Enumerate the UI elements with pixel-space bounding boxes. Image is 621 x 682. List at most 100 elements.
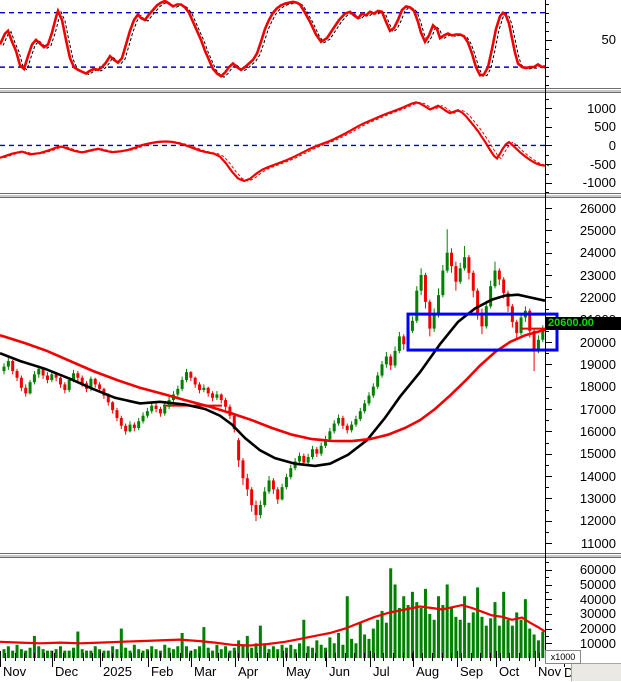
volume-bar	[428, 613, 432, 658]
candle-body	[371, 386, 375, 396]
volume-bar	[89, 650, 93, 658]
volume-bar	[393, 584, 397, 658]
candle-body	[423, 275, 427, 302]
volume-bar	[254, 643, 258, 658]
panel-splitter-2[interactable]	[0, 193, 621, 198]
candle-body	[228, 406, 232, 416]
candle-body	[389, 356, 393, 366]
candle-body	[271, 480, 275, 490]
candle-body	[111, 402, 115, 411]
candle-body	[328, 431, 332, 440]
candle-body	[184, 372, 188, 380]
candle-body	[415, 290, 419, 321]
volume-bar	[237, 640, 241, 658]
volume-bar	[176, 646, 180, 658]
candle-body	[397, 336, 401, 351]
candle-body	[145, 411, 149, 416]
candle-body	[58, 377, 62, 385]
candle-body	[132, 424, 136, 428]
volume-bar	[480, 616, 484, 658]
volume-bar	[367, 638, 371, 658]
candle-body	[467, 257, 471, 273]
volume-bar	[467, 622, 471, 658]
volume-bar	[493, 602, 497, 658]
candle-body	[332, 423, 336, 432]
candle-body	[32, 374, 36, 383]
candle-body	[237, 440, 241, 461]
volume-bar	[137, 649, 141, 658]
candle-body	[198, 384, 202, 391]
volume-ma-red	[0, 603, 546, 647]
month-label: Feb	[151, 664, 174, 679]
candle-body	[532, 330, 536, 351]
volume-bar	[315, 640, 319, 658]
panel-splitter-1[interactable]	[0, 88, 621, 93]
candle-body	[519, 317, 523, 334]
volume-bar	[128, 650, 132, 658]
volume-bar	[41, 649, 45, 658]
volume-bar	[258, 625, 262, 658]
volume-bar	[376, 619, 380, 658]
volume-bar	[432, 619, 436, 658]
candle-body	[302, 455, 306, 463]
candle-body	[358, 411, 362, 420]
volume-bar	[141, 650, 145, 658]
volume-bar	[15, 644, 19, 658]
candle-body	[106, 395, 110, 403]
candle-body	[354, 419, 358, 425]
volume-bar	[167, 647, 171, 658]
candle-body	[89, 378, 93, 389]
candle-body	[80, 377, 84, 384]
candle-body	[6, 360, 10, 367]
candle-body	[437, 295, 440, 316]
candle-body	[11, 360, 15, 372]
volume-bar	[24, 650, 28, 658]
month-label: Nov	[538, 664, 562, 679]
candle-body	[163, 406, 167, 414]
volume-bar	[67, 650, 71, 658]
volume-panel[interactable]	[0, 558, 621, 658]
last-price-tag: 20600.00	[546, 317, 621, 330]
volume-bar	[458, 619, 462, 658]
panel-splitter-3[interactable]	[0, 553, 621, 558]
candle-body	[402, 336, 406, 345]
volume-bar	[6, 646, 10, 658]
volume-bar	[371, 628, 375, 658]
month-label: Oct	[499, 664, 520, 679]
candle-body	[93, 378, 97, 385]
candle-body	[506, 292, 510, 307]
volume-bar	[406, 605, 410, 658]
candle-body	[263, 491, 267, 505]
volume-bar	[228, 650, 232, 658]
candle-body	[245, 478, 249, 490]
volume-bar	[350, 638, 354, 658]
month-label: 2025	[103, 664, 132, 679]
volume-bar	[189, 650, 193, 658]
candle-body	[2, 366, 6, 372]
volume-bar	[2, 649, 6, 658]
volume-bar	[198, 646, 202, 658]
candle-body	[50, 374, 54, 380]
volume-bar	[415, 602, 419, 658]
candle-body	[384, 356, 388, 365]
volume-bar	[98, 649, 102, 658]
volume-bar	[124, 647, 128, 658]
volume-bar	[206, 647, 210, 658]
candle-body	[528, 310, 532, 331]
candle-body	[315, 449, 319, 454]
candle-body	[241, 460, 245, 479]
volume-bar	[489, 618, 493, 658]
candle-body	[367, 395, 371, 404]
volume-bar	[154, 649, 158, 658]
candle-body	[289, 468, 293, 478]
volume-bar	[115, 649, 119, 658]
volume-bar	[463, 596, 467, 658]
volume-bar	[280, 644, 284, 658]
volume-bar	[63, 650, 67, 658]
candle-body	[137, 421, 141, 428]
stochastic-panel[interactable]	[0, 0, 621, 88]
consolidation-box[interactable]	[406, 312, 559, 352]
momentum-panel[interactable]	[0, 93, 621, 193]
candle-body	[115, 410, 119, 418]
price-panel[interactable]	[0, 198, 621, 553]
